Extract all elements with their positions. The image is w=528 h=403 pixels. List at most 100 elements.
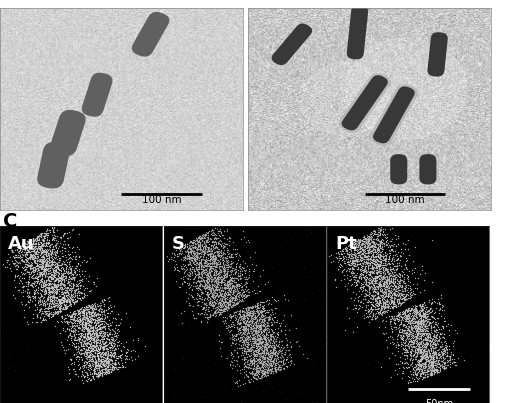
Point <box>429 367 438 373</box>
Point <box>188 276 197 283</box>
Point <box>391 303 400 309</box>
Point <box>93 339 102 345</box>
Point <box>379 290 387 296</box>
Point <box>418 331 426 337</box>
Point <box>424 318 432 324</box>
Point <box>257 349 265 356</box>
Point <box>78 337 87 343</box>
Point <box>371 264 380 271</box>
Point <box>24 297 33 304</box>
Point <box>46 240 55 247</box>
Point <box>227 261 235 267</box>
Point <box>406 349 414 355</box>
Point <box>357 298 365 305</box>
Point <box>253 369 262 375</box>
Point <box>244 305 252 312</box>
Point <box>45 383 54 390</box>
Point <box>65 298 74 305</box>
Point <box>56 279 65 286</box>
Point <box>260 364 269 370</box>
Point <box>120 359 129 365</box>
Point <box>104 360 112 366</box>
Point <box>345 314 353 321</box>
Point <box>103 332 112 339</box>
Point <box>386 316 394 322</box>
Point <box>346 240 354 247</box>
Point <box>31 295 40 301</box>
Point <box>208 232 216 238</box>
Point <box>43 303 52 310</box>
Point <box>58 313 67 320</box>
Point <box>373 294 381 300</box>
Point <box>364 233 373 240</box>
Point <box>427 300 436 306</box>
Point <box>385 320 394 327</box>
Point <box>200 235 208 241</box>
Point <box>437 339 445 345</box>
Point <box>33 313 41 319</box>
Point <box>369 264 378 270</box>
Point <box>212 240 221 247</box>
Point <box>201 235 210 241</box>
Point <box>25 249 33 255</box>
Point <box>67 280 75 286</box>
Point <box>260 345 269 351</box>
Point <box>404 276 413 283</box>
Point <box>256 303 265 310</box>
Point <box>57 267 65 273</box>
Point <box>19 245 27 252</box>
Point <box>270 329 278 335</box>
Point <box>378 289 386 295</box>
Point <box>41 308 49 315</box>
Point <box>389 278 398 285</box>
Point <box>252 304 261 310</box>
Point <box>41 285 50 291</box>
Point <box>184 262 192 268</box>
Point <box>368 301 376 308</box>
Point <box>50 278 58 284</box>
Point <box>308 399 317 403</box>
Point <box>212 267 220 274</box>
Point <box>207 274 215 280</box>
Point <box>200 299 208 306</box>
Point <box>364 237 373 243</box>
Point <box>274 366 282 372</box>
Point <box>203 271 212 278</box>
Point <box>86 323 95 330</box>
Point <box>60 289 69 295</box>
Point <box>214 274 222 281</box>
Point <box>89 335 97 342</box>
Point <box>429 337 438 344</box>
Point <box>246 376 254 382</box>
Point <box>88 361 96 368</box>
Point <box>271 345 280 351</box>
Point <box>407 348 416 355</box>
Point <box>250 307 258 314</box>
Point <box>378 305 386 312</box>
Point <box>81 319 90 325</box>
Point <box>22 364 30 370</box>
Point <box>45 252 53 259</box>
Point <box>422 343 430 349</box>
Point <box>410 364 419 370</box>
Point <box>339 267 347 273</box>
Point <box>192 285 200 291</box>
Point <box>197 249 205 256</box>
Point <box>226 268 234 274</box>
Point <box>54 265 62 272</box>
Point <box>222 269 230 276</box>
Point <box>257 358 265 364</box>
Point <box>374 278 383 285</box>
Point <box>417 353 426 359</box>
Point <box>396 332 404 338</box>
Point <box>167 223 176 229</box>
Point <box>99 346 108 353</box>
Point <box>197 287 205 293</box>
Point <box>367 257 376 263</box>
Point <box>410 314 418 321</box>
Point <box>431 320 439 327</box>
Point <box>50 266 58 273</box>
Point <box>106 364 114 370</box>
Point <box>42 240 51 247</box>
Point <box>111 333 119 339</box>
